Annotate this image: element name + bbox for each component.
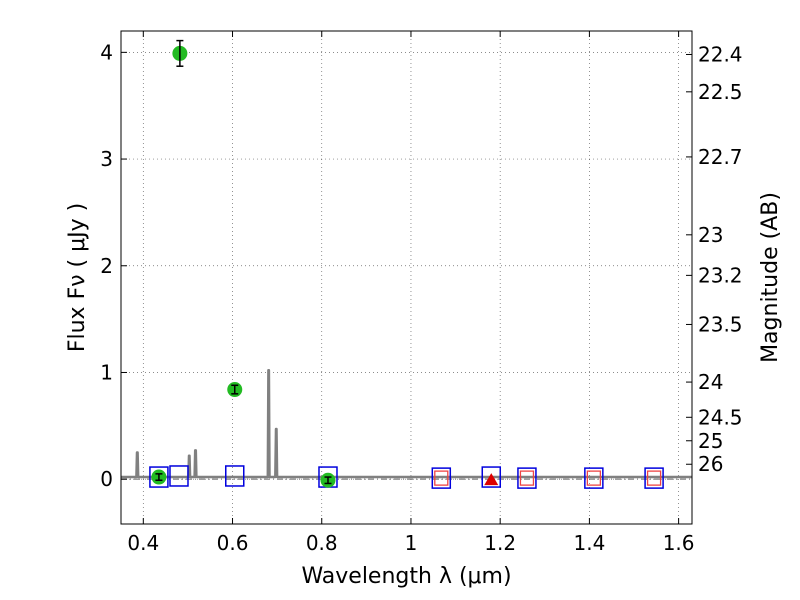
observed-photometry-box — [646, 470, 662, 486]
model-photometry-box — [584, 467, 604, 489]
model-photometry-box — [169, 465, 189, 487]
magnitude-tick-label: 22.7 — [698, 145, 743, 169]
x-tick-label: 0.4 — [127, 531, 159, 555]
spectrum-line — [121, 369, 692, 479]
y-tick-label: 1 — [100, 360, 113, 384]
x-tick-label: 1.4 — [573, 531, 605, 555]
magnitude-tick-label: 26 — [698, 452, 723, 476]
magnitude-tick-label: 22.5 — [698, 80, 743, 104]
magnitude-tick-label: 22.4 — [698, 42, 743, 66]
magnitude-tick-label: 25 — [698, 429, 723, 453]
y-axis-label: Flux Fν ( μJy ) — [65, 203, 90, 352]
detection-point-layer — [151, 39, 499, 488]
observed-photometry-box — [586, 470, 602, 486]
spectrum-layer — [121, 369, 692, 479]
magnitude-axis-label: Magnitude (AB) — [758, 192, 783, 363]
x-tick-label: 1.2 — [484, 531, 516, 555]
y-tick-label: 2 — [100, 254, 113, 278]
y-tick-label: 0 — [100, 467, 113, 491]
model-photometry-box — [225, 465, 245, 487]
x-tick-label: 0.8 — [306, 531, 338, 555]
plot-frame — [120, 30, 693, 525]
model-photometry-box — [481, 466, 502, 488]
photometry-box-layer — [149, 465, 664, 489]
magnitude-tick-label: 24.5 — [698, 405, 743, 429]
y-tick-label: 3 — [100, 147, 113, 171]
magnitude-tick-label: 23.5 — [698, 312, 743, 336]
upper-limit-marker — [484, 473, 499, 486]
x-tick-label: 1.6 — [663, 531, 695, 555]
grid-lines — [121, 31, 692, 524]
model-photometry-box — [644, 467, 664, 489]
observed-photometry-box — [519, 470, 535, 486]
magnitude-tick-label: 23 — [698, 223, 723, 247]
magnitude-tick-label: 23.2 — [698, 263, 743, 287]
model-photometry-box — [431, 467, 452, 489]
x-tick-label: 0.6 — [217, 531, 249, 555]
x-tick-label: 1 — [405, 531, 418, 555]
model-photometry-box — [149, 466, 169, 488]
y-tick-label: 4 — [100, 40, 113, 64]
model-photometry-box — [517, 467, 537, 489]
magnitude-tick-label: 24 — [698, 370, 723, 394]
x-axis-label: Wavelength λ (μm) — [301, 564, 511, 589]
observed-photometry-box — [434, 470, 449, 486]
tick-marks — [121, 31, 692, 524]
